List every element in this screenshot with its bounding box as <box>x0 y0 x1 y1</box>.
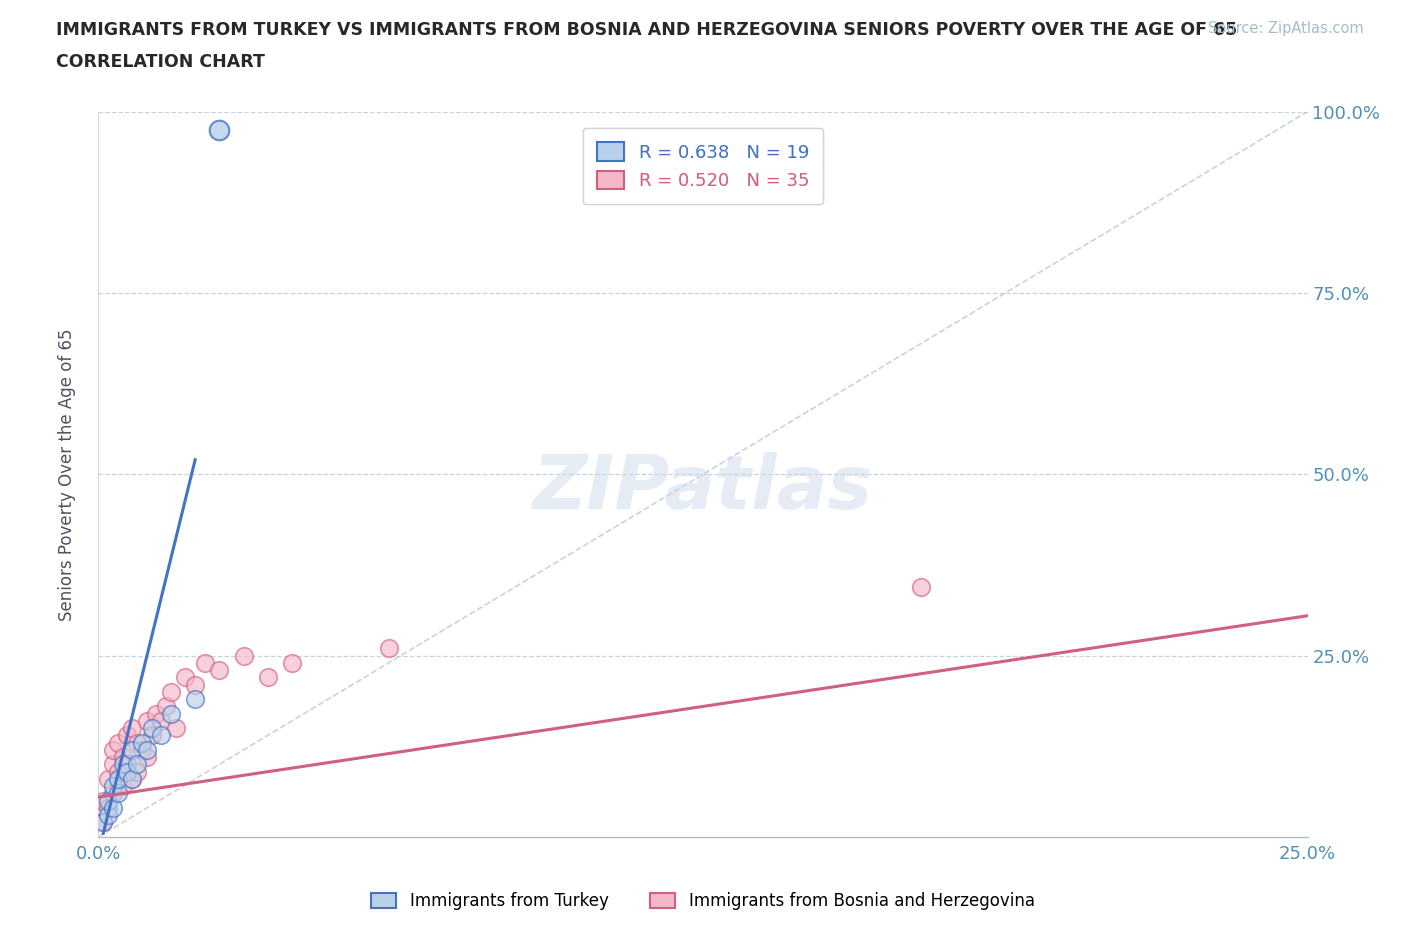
Point <box>127 736 149 751</box>
Point <box>194 656 217 671</box>
Point <box>107 736 129 751</box>
Point <box>184 677 207 692</box>
Point <box>91 793 114 808</box>
Point <box>174 670 197 684</box>
Point <box>91 815 114 830</box>
Point <box>101 778 124 793</box>
Point <box>121 772 143 787</box>
Point <box>165 721 187 736</box>
Point <box>101 801 124 816</box>
Point <box>127 757 149 772</box>
Point <box>256 670 278 684</box>
Point <box>141 721 163 736</box>
Point <box>135 750 157 764</box>
Point <box>111 778 134 793</box>
Point <box>91 815 114 830</box>
Point <box>117 728 139 743</box>
Text: IMMIGRANTS FROM TURKEY VS IMMIGRANTS FROM BOSNIA AND HERZEGOVINA SENIORS POVERTY: IMMIGRANTS FROM TURKEY VS IMMIGRANTS FRO… <box>56 21 1237 39</box>
Point <box>208 123 231 138</box>
Point <box>281 656 304 671</box>
Text: Source: ZipAtlas.com: Source: ZipAtlas.com <box>1208 21 1364 36</box>
Point <box>111 750 134 764</box>
Point <box>377 641 399 656</box>
Point <box>145 706 167 721</box>
Point <box>150 728 173 743</box>
Point <box>117 764 139 779</box>
Point <box>97 801 120 816</box>
Point <box>131 742 153 757</box>
Point <box>121 721 143 736</box>
Point <box>135 713 157 728</box>
Point <box>127 764 149 779</box>
Point <box>208 663 231 678</box>
Point <box>150 713 173 728</box>
Point <box>910 579 932 594</box>
Text: ZIPatlas: ZIPatlas <box>533 452 873 525</box>
Point <box>97 772 120 787</box>
Point <box>107 772 129 787</box>
Point <box>101 742 124 757</box>
Point <box>97 793 120 808</box>
Legend: R = 0.638   N = 19, R = 0.520   N = 35: R = 0.638 N = 19, R = 0.520 N = 35 <box>582 128 824 205</box>
Point <box>160 684 183 699</box>
Point <box>232 648 254 663</box>
Point <box>160 706 183 721</box>
Point <box>107 786 129 801</box>
Point <box>101 786 124 801</box>
Point <box>121 742 143 757</box>
Point <box>101 757 124 772</box>
Legend: Immigrants from Turkey, Immigrants from Bosnia and Herzegovina: Immigrants from Turkey, Immigrants from … <box>364 885 1042 917</box>
Point <box>184 692 207 707</box>
Point <box>155 699 177 714</box>
Point <box>141 728 163 743</box>
Point <box>117 757 139 772</box>
Point <box>135 742 157 757</box>
Text: CORRELATION CHART: CORRELATION CHART <box>56 53 266 71</box>
Point <box>121 772 143 787</box>
Point <box>131 736 153 751</box>
Point <box>107 764 129 779</box>
Point <box>97 808 120 823</box>
Y-axis label: Seniors Poverty Over the Age of 65: Seniors Poverty Over the Age of 65 <box>58 328 76 620</box>
Point <box>111 757 134 772</box>
